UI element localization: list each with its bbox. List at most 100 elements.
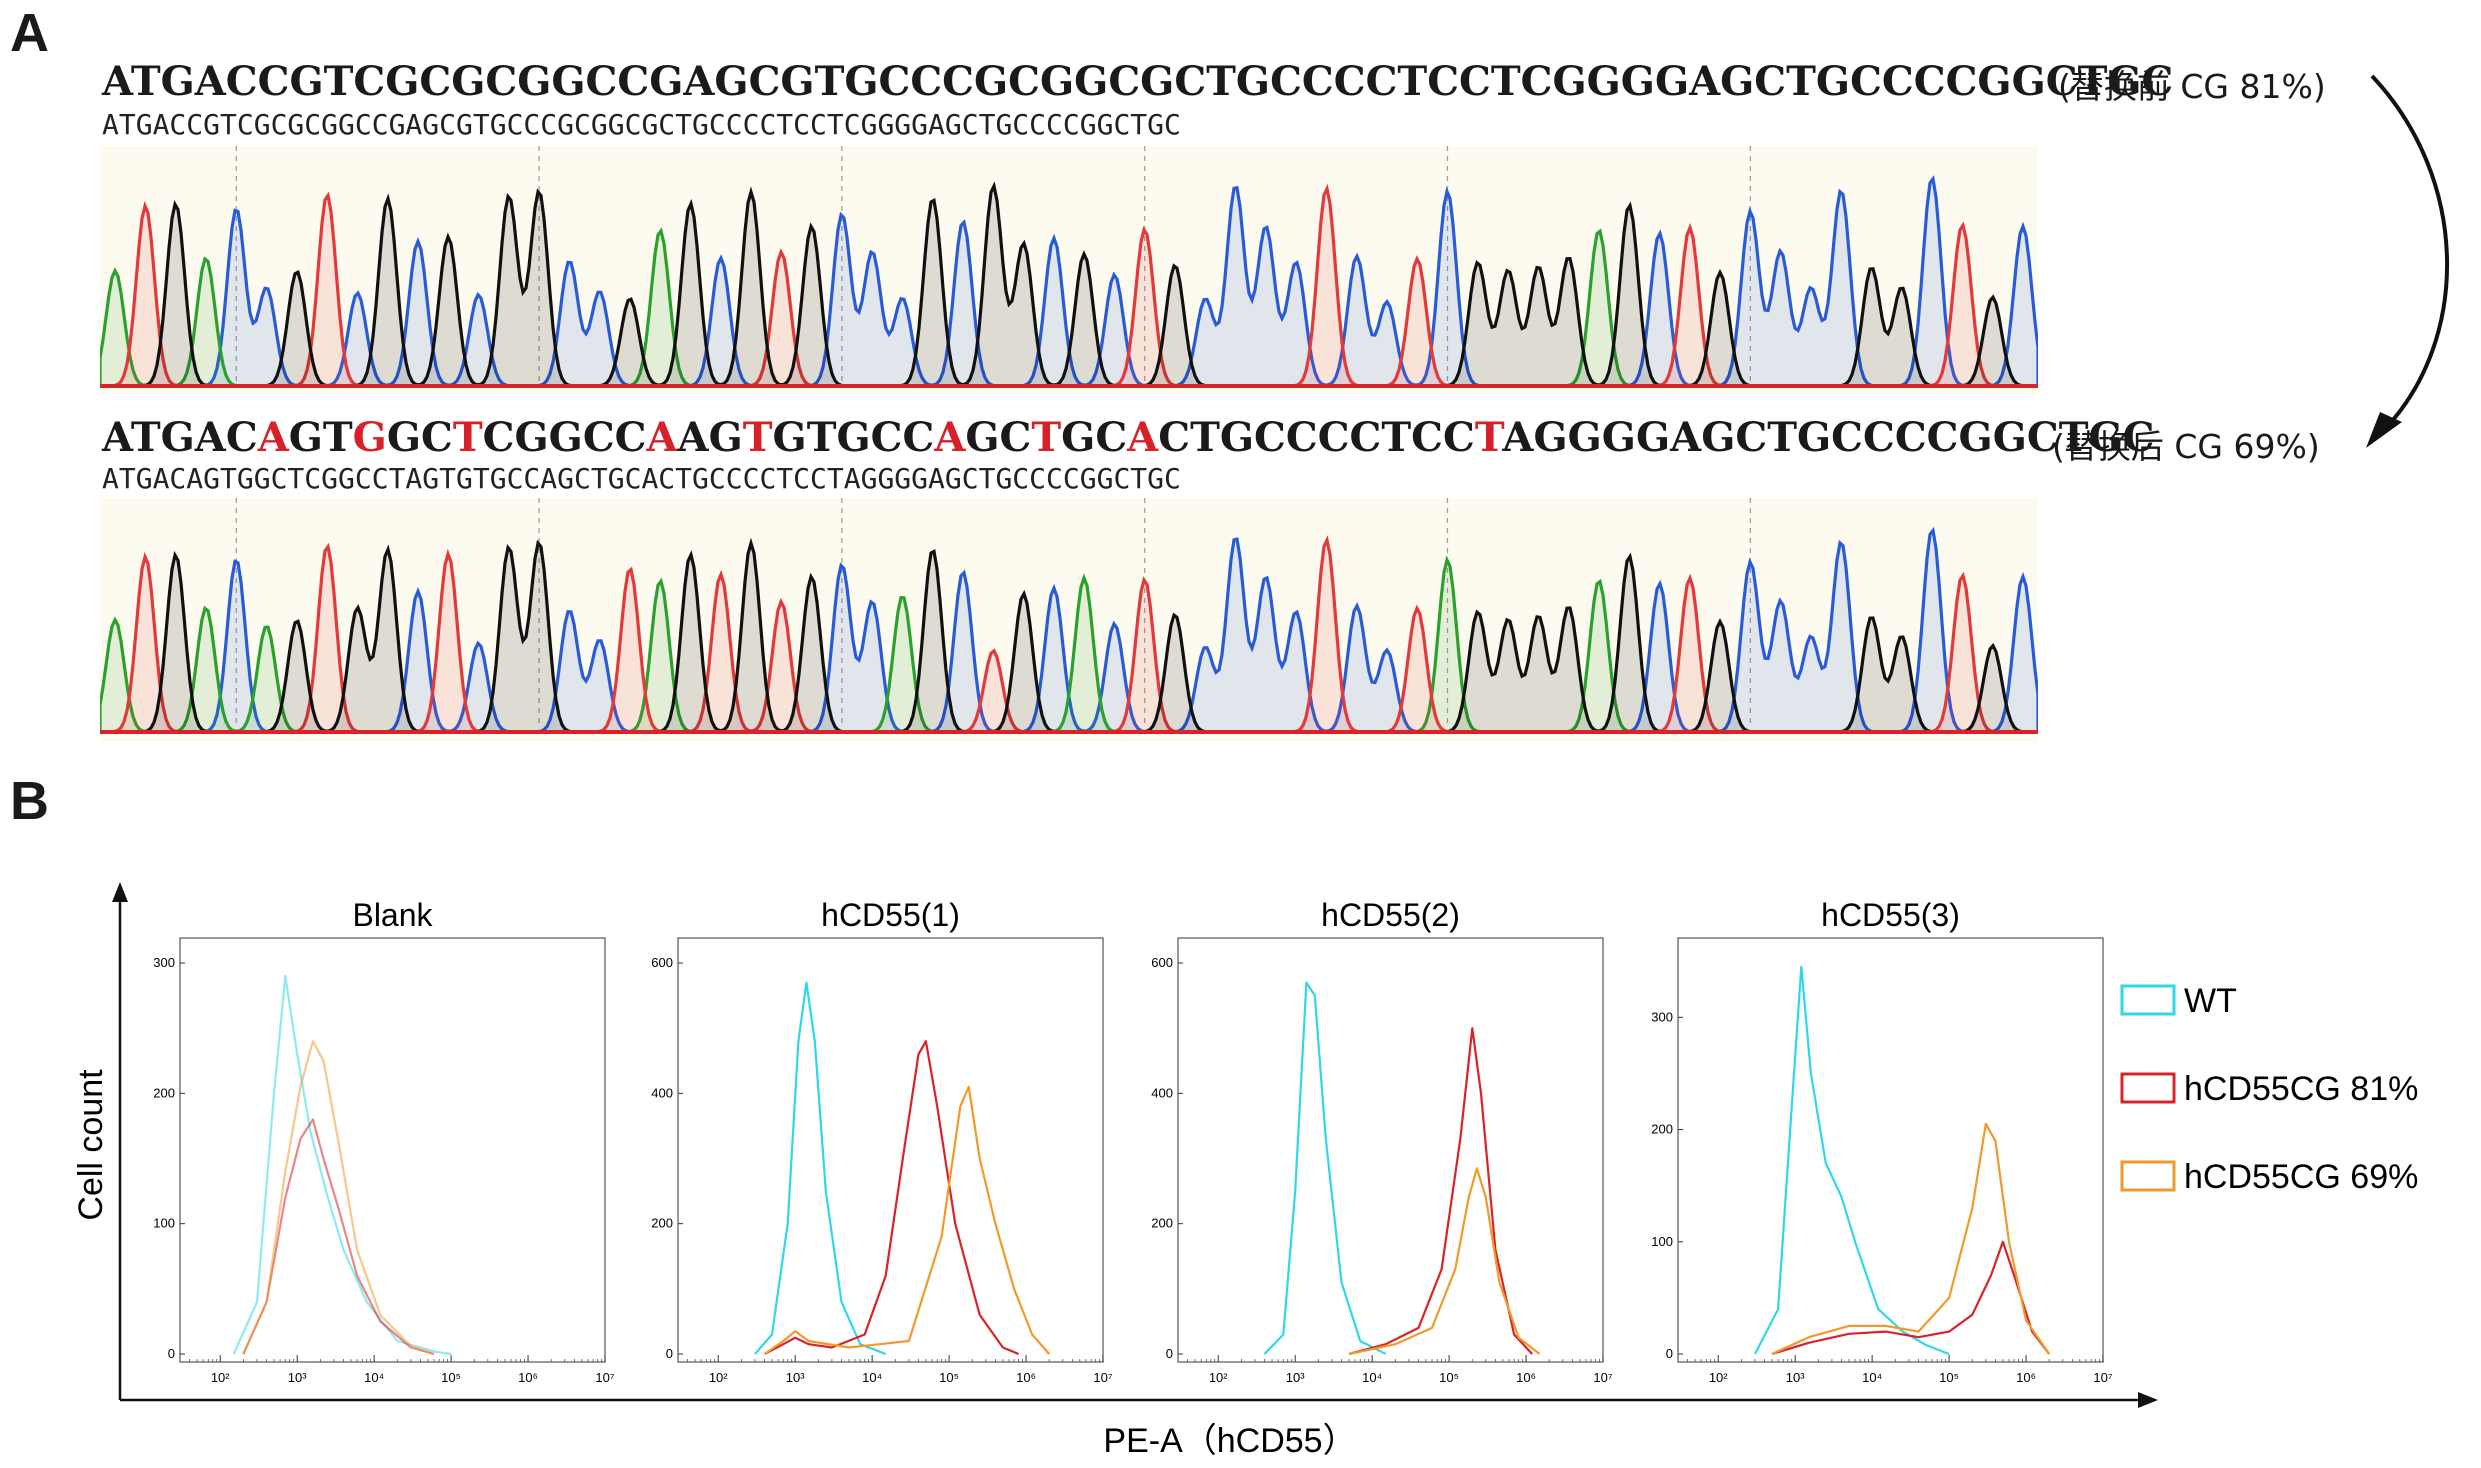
base: C: [582, 414, 615, 461]
histogram-3: hCD55(2) 0 200 400 600 10² 10³ 10⁴ 10⁵ 10⁶ 10⁷: [1151, 897, 1613, 1385]
x-tick-label: 10⁴: [364, 1370, 384, 1385]
series-line: [1754, 965, 1950, 1356]
base: C: [902, 414, 935, 461]
mutated-base: A: [646, 414, 678, 461]
base: C: [1349, 414, 1382, 461]
mutated-base: A: [257, 414, 289, 461]
mutated-base: T: [1031, 414, 1062, 461]
x-tick-label: 10³: [786, 1370, 805, 1385]
histogram-4: hCD55(3) 0 100 200 300 10² 10³ 10⁴ 10⁵ 10⁶ 10⁷: [1651, 897, 2113, 1385]
y-tick-label: 200: [651, 1216, 673, 1231]
y-tick-label: 100: [153, 1216, 175, 1231]
series-line: [1771, 1122, 2051, 1356]
base: G: [548, 414, 583, 461]
y-tick-label: 100: [1651, 1234, 1673, 1249]
histogram-title: hCD55(3): [1821, 897, 1960, 933]
base: C: [2026, 414, 2059, 461]
y-tick-label: 300: [153, 955, 175, 970]
base: G: [1635, 414, 1671, 461]
x-tick-label: 10⁵: [1939, 1370, 1959, 1385]
x-tick-label: 10³: [1786, 1370, 1805, 1385]
base: C: [1285, 414, 1318, 461]
series-line: [1348, 1167, 1541, 1356]
base: G: [1601, 414, 1636, 461]
base: C: [1317, 414, 1350, 461]
legend-label: WT: [2184, 982, 2237, 1020]
base: G: [1796, 414, 1832, 461]
series-line: [242, 1118, 435, 1356]
series-line: [1263, 981, 1387, 1355]
base: C: [1862, 414, 1895, 461]
base: C: [1254, 414, 1286, 461]
mutated-base: A: [934, 414, 966, 461]
base: G: [772, 414, 807, 461]
base: G: [288, 414, 323, 461]
y-tick-label: 0: [1666, 1346, 1673, 1361]
x-tick-label: 10⁶: [518, 1370, 538, 1385]
panel-b-label: B: [10, 771, 49, 831]
y-tick-label: 300: [1651, 1009, 1673, 1024]
y-tick-label: 200: [153, 1085, 175, 1100]
legend-swatch: [2120, 984, 2176, 1016]
base: A: [102, 414, 131, 461]
x-tick-label: 10²: [1709, 1370, 1728, 1385]
mutated-base: T: [742, 414, 773, 461]
base: G: [1219, 414, 1254, 461]
base: A: [677, 414, 709, 461]
x-tick-label: 10⁶: [1016, 1370, 1036, 1385]
base: G: [1958, 414, 1993, 461]
base: G: [1567, 414, 1602, 461]
x-tick-label: 10³: [288, 1370, 307, 1385]
x-tick-label: 10⁶: [1516, 1370, 1536, 1385]
x-tick-label: 10⁴: [1862, 1370, 1882, 1385]
base: C: [614, 414, 647, 461]
base: T: [1767, 414, 1797, 461]
histogram-title: Blank: [352, 897, 433, 933]
histogram-1: Blank 0 100 200 300 10² 10³ 10⁴ 10⁵ 10⁶ 10⁷: [153, 897, 615, 1385]
conversion-arrow: [2366, 74, 2450, 448]
base: C: [1095, 414, 1128, 461]
base: G: [160, 414, 195, 461]
series-line: [754, 981, 887, 1356]
chromatogram-before: [100, 146, 2038, 396]
base: C: [999, 414, 1032, 461]
x-tick-label: 10⁷: [1593, 1370, 1612, 1385]
outer-axes: [112, 882, 2158, 1408]
histogram-2: hCD55(1) 0 200 400 600 10² 10³ 10⁴ 10⁵ 10⁶ 10⁷: [651, 897, 1113, 1385]
base: T: [1190, 414, 1220, 461]
x-axis-title: PE-A（hCD55）: [1103, 1422, 1356, 1460]
base: G: [1061, 414, 1096, 461]
legend-label: hCD55CG 81%: [2184, 1070, 2418, 1108]
base: C: [1894, 414, 1927, 461]
x-tick-label: 10⁷: [595, 1370, 614, 1385]
base: C: [421, 414, 453, 461]
y-tick-label: 0: [1166, 1346, 1173, 1361]
base: T: [1381, 414, 1412, 461]
y-tick-label: 0: [666, 1346, 673, 1361]
base: A: [1502, 414, 1534, 461]
x-tick-label: 10²: [1209, 1370, 1228, 1385]
y-tick-label: 0: [168, 1346, 175, 1361]
x-tick-label: 10⁷: [1093, 1370, 1112, 1385]
y-tick-label: 600: [1151, 955, 1173, 970]
chromatogram-after: [100, 498, 2038, 742]
y-tick-label: 200: [1651, 1122, 1673, 1137]
y-tick-label: 400: [1151, 1085, 1173, 1100]
base: G: [2088, 414, 2123, 461]
base: T: [322, 414, 353, 461]
base: C: [225, 414, 258, 461]
x-tick-label: 10⁶: [2016, 1370, 2036, 1385]
base: C: [1158, 414, 1191, 461]
after-read-sequence: ATGACAGTGGCTCGGCCTAGTGTGCCAGCTGCACTGCCCC…: [102, 462, 1181, 495]
legend-swatch: [2120, 1160, 2176, 1192]
trace-G: [100, 181, 2038, 388]
x-tick-label: 10²: [709, 1370, 728, 1385]
base: C: [1411, 414, 1443, 461]
base: T: [2058, 414, 2089, 461]
series-line: [1348, 1027, 1533, 1356]
base: C: [870, 414, 903, 461]
before-read-sequence: ATGACCGTCGCGCGGCCGAGCGTGCCCGCGGCGCTGCCCC…: [102, 108, 1181, 141]
base: C: [1442, 414, 1475, 461]
y-tick-label: 400: [651, 1085, 673, 1100]
base: C: [1926, 414, 1959, 461]
